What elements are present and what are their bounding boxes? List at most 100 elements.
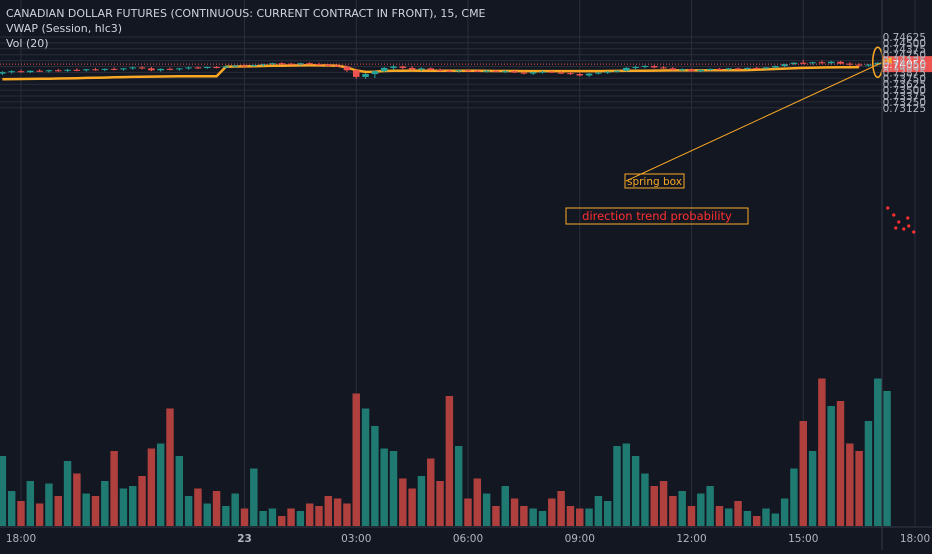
volume-bar: [35, 503, 44, 526]
candle-body: [352, 70, 360, 77]
volume-bar: [594, 496, 603, 526]
spring-box-arrowhead: [884, 56, 892, 65]
volume-bar: [697, 493, 705, 526]
volume-bar: [520, 506, 528, 526]
candle-body: [390, 66, 397, 68]
probability-dot: [886, 206, 890, 210]
candle-body: [725, 68, 733, 70]
volume-bar: [129, 486, 137, 526]
candle-body: [427, 68, 435, 70]
volume-bar: [268, 508, 277, 526]
volume-bar: [790, 468, 798, 526]
probability-dot: [894, 226, 898, 230]
y-tick-label: 0.74125: [883, 56, 926, 68]
grid: [0, 0, 916, 527]
volume-bar: [147, 448, 156, 526]
candle-body: [259, 64, 267, 66]
candle-body: [8, 71, 15, 73]
candle-body: [120, 68, 127, 70]
candle-body: [529, 72, 537, 74]
candle-body: [576, 74, 584, 76]
volume-bar: [622, 443, 631, 526]
volume-bar: [706, 486, 714, 526]
candle-body: [278, 63, 286, 65]
volume-bar: [82, 493, 90, 526]
x-tick-label: 23: [237, 533, 252, 545]
candle-body: [73, 69, 81, 71]
volume-bar: [222, 506, 230, 526]
candle-body: [520, 72, 528, 74]
x-tick-label: 06:00: [453, 533, 483, 545]
candle-body: [660, 67, 667, 69]
volume-bar: [408, 488, 416, 526]
candle-body: [222, 66, 230, 68]
candle-body: [669, 68, 677, 70]
candle-body: [203, 66, 211, 68]
volume-bar: [464, 498, 472, 526]
candle-body: [45, 70, 53, 72]
volume-bar: [725, 508, 733, 526]
volume-bar: [287, 508, 295, 526]
y-tick-label: 0.73250: [883, 97, 926, 109]
volume-bar: [45, 483, 53, 526]
volume-bar: [250, 468, 258, 526]
volume-bar: [427, 458, 435, 526]
x-tick-label: 18:00: [900, 533, 930, 545]
y-tick-label: 0.74625: [883, 32, 926, 44]
volume-bar: [101, 481, 109, 526]
last-price-tag: [882, 56, 932, 73]
candle-body: [809, 62, 816, 64]
candle-body: [213, 66, 220, 68]
candle-body: [734, 68, 742, 70]
candle-body: [753, 67, 760, 69]
volume-bar: [156, 443, 165, 526]
x-tick-label: 09:00: [565, 533, 595, 545]
volume-bar: [743, 511, 752, 526]
volume-bar: [715, 506, 724, 526]
probability-dot: [907, 224, 911, 228]
candle-body: [641, 66, 649, 68]
spring-box-label: spring box: [627, 176, 682, 188]
y-tick-label: 0.73125: [883, 103, 926, 115]
volume-bar: [501, 486, 509, 526]
candle-body: [697, 69, 705, 72]
last-price-line: 0.74050: [0, 56, 932, 73]
candle-body: [54, 70, 62, 72]
candle-body: [176, 68, 183, 70]
volume-bar: [305, 503, 314, 526]
candle-body: [92, 69, 99, 71]
volume-bar: [119, 488, 128, 526]
candle-body: [82, 69, 90, 71]
time-axis[interactable]: 18:002303:0006:0009:0012:0015:0018:00240…: [0, 526, 932, 545]
volume-bar: [91, 496, 100, 526]
vwap-indicator-label[interactable]: VWAP (Session, hlc3): [6, 22, 123, 35]
volume-bar: [883, 391, 891, 526]
volume-bar: [184, 496, 193, 526]
chart-legend: CANADIAN DOLLAR FUTURES (CONTINUOUS: CUR…: [6, 6, 486, 51]
volume-indicator-label[interactable]: Vol (20): [6, 37, 49, 50]
x-tick-label: 15:00: [788, 533, 818, 545]
volume-bar: [7, 491, 16, 526]
candle-body: [827, 61, 835, 64]
candle-body: [455, 70, 462, 72]
annotations[interactable]: spring box direction trend probability: [565, 46, 916, 234]
direction-label: direction trend probability: [582, 209, 732, 223]
price-axis[interactable]: 0.746250.745000.743750.742500.741250.740…: [881, 0, 926, 550]
candle-body: [110, 68, 118, 70]
volume-bar: [63, 461, 72, 526]
volume-bar: [678, 491, 686, 526]
volume-bar: [669, 496, 677, 526]
volume-bar: [734, 501, 742, 526]
volume-bar: [73, 473, 81, 526]
volume-bar: [752, 516, 761, 526]
y-tick-label: 0.74000: [883, 62, 926, 74]
volume-bar: [836, 401, 845, 526]
candle-body: [250, 65, 258, 67]
candle-body: [0, 72, 6, 74]
symbol-title[interactable]: CANADIAN DOLLAR FUTURES (CONTINUOUS: CUR…: [6, 7, 486, 20]
volume-bar: [603, 501, 612, 526]
volume-bar: [240, 508, 249, 526]
volume-bar: [54, 496, 62, 526]
